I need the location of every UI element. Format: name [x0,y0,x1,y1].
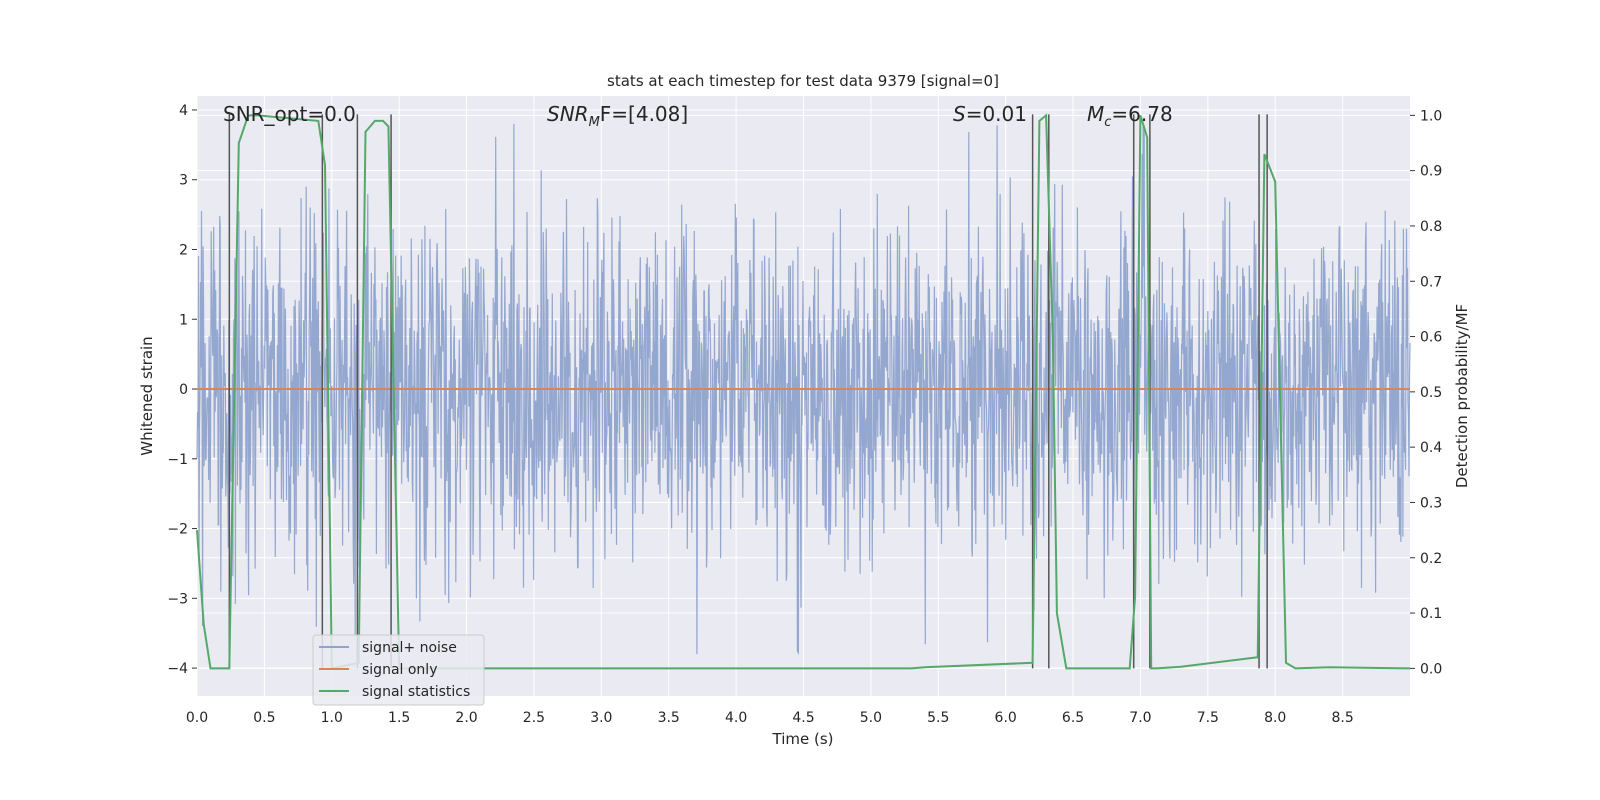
x-tick-label-7: 3.5 [658,710,680,726]
x-tick-label-9: 4.5 [792,710,814,726]
noise-line [196,123,1411,655]
gridlines [196,96,1410,696]
legend-label-noise: signal+ noise [362,640,457,656]
y2-tick-label-5: 0.5 [1420,385,1442,401]
x-tick-label-10: 5.0 [860,710,882,726]
annotation-mc: Mc=6.78 [1087,102,1173,130]
y-tick-label-5: 1 [179,312,188,328]
x-tick-label-15: 7.5 [1197,710,1219,726]
x-tick-label-17: 8.5 [1331,710,1353,726]
y2-tick-label-2: 0.2 [1420,551,1442,567]
annotation-snr-mf-rest: F=[4.08] [600,102,688,126]
noise-series [196,123,1411,655]
y2-tick-label-4: 0.4 [1420,440,1442,456]
annotation-snr-mf-main: SNR [547,102,589,126]
annotation-snr-mf: SNRMF=[4.08] [547,102,688,130]
y-tick-label-3: −1 [167,452,188,468]
x-tick-label-13: 6.5 [1062,710,1084,726]
y-tick-label-7: 3 [179,173,188,189]
x-tick-label-6: 3.0 [590,710,612,726]
x-tick-label-2: 1.0 [321,710,343,726]
legend-label-statistics: signal statistics [362,684,470,700]
annotation-snr-mf-sub: M [589,115,600,130]
x-tick-label-1: 0.5 [253,710,275,726]
legend-box [312,634,485,706]
axis-ticks: 0.0 0.5 1.0 1.5 2.0 2.5 3.0 3.5 4.0 4.5 5.0 5.5 6.0 6… [167,103,1442,726]
y2-tick-label-6: 0.6 [1420,330,1442,346]
y-tick-label-4: 0 [179,382,188,398]
y2-tick-label-3: 0.3 [1420,495,1442,511]
y2-tick-label-10: 1.0 [1420,108,1442,124]
x-axis-label: Time (s) [772,730,834,748]
x-tick-label-4: 2.0 [455,710,477,726]
chart-title: stats at each timestep for test data 937… [607,72,999,90]
y2-tick-label-9: 0.9 [1420,164,1442,180]
y-axis-label: Whitened strain [138,336,156,455]
annotation-mc-main: M [1087,102,1104,126]
x-tick-label-0: 0.0 [186,710,208,726]
x-tick-label-3: 1.5 [388,710,410,726]
statistics-series [196,113,1411,670]
x-tick-label-14: 7.0 [1129,710,1151,726]
annotation-mc-sub: c [1104,115,1111,130]
y2-axis-label: Detection probability/MF [1453,304,1471,488]
x-tick-label-11: 5.5 [927,710,949,726]
annotation-s-main: S [953,102,966,126]
x-tick-label-12: 6.0 [995,710,1017,726]
annotation-s-rest: =0.01 [966,102,1027,126]
annotation-snr-opt: SNR_opt=0.0 [223,102,356,126]
statistics-line [196,113,1411,670]
y-tick-label-0: −4 [167,661,188,677]
x-tick-label-16: 8.0 [1264,710,1286,726]
y2-tick-label-1: 0.1 [1420,606,1442,622]
y2-tick-label-7: 0.7 [1420,274,1442,290]
y-tick-label-6: 2 [179,242,188,258]
annotation-mc-rest: =6.78 [1111,102,1172,126]
y-tick-label-8: 4 [179,103,188,119]
legend: signal+ noise signal only signal statist… [312,634,485,706]
x-tick-label-8: 4.0 [725,710,747,726]
legend-label-signal-only: signal only [362,662,437,678]
y-tick-label-1: −3 [167,591,188,607]
annotation-s: S=0.01 [953,102,1027,126]
y2-tick-label-8: 0.8 [1420,219,1442,235]
y-tick-label-2: −2 [167,522,188,538]
y2-tick-label-0: 0.0 [1420,661,1442,677]
x-tick-label-5: 2.5 [523,710,545,726]
